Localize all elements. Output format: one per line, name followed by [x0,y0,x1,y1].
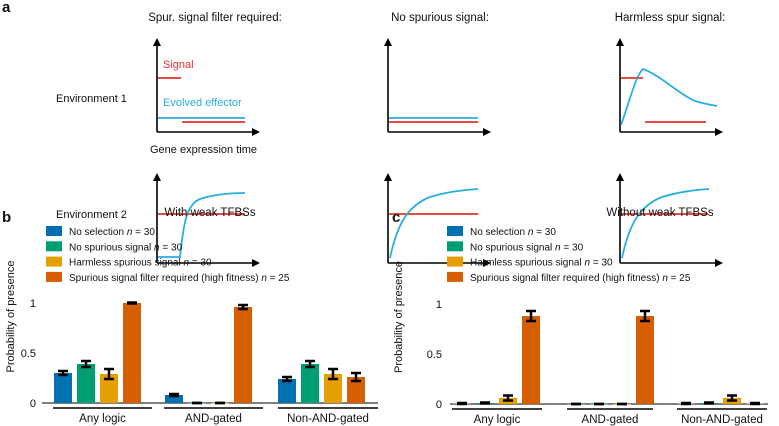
legend-entry: No spurious signal n = 30 [470,242,584,253]
bar-spurious-signal-filter-required-high-fitness--and-gated [636,316,654,404]
legend-swatch [447,256,463,267]
legend-n-value: = 25 [267,273,290,284]
column-title-no-spurious: No spurious signal: [391,12,489,24]
legend-entry: Harmless spurious signal n = 30 [69,258,212,269]
chart-title: Without weak TFBSs [606,207,713,219]
bar-spurious-signal-filter-required-high-fitness--any-logic [123,303,141,403]
bar-spurious-signal-filter-required-high-fitness--non-and-gated [347,377,365,403]
effector-curves [158,67,718,259]
legend-n-value: = 30 [590,258,613,269]
legend-label: Spurious signal filter required (high fi… [69,273,259,284]
y-axis-label: Probability of presence [5,261,17,373]
legend-entry: Harmless spurious signal n = 30 [470,258,613,269]
category-label: Any logic [474,414,521,426]
y-tick-label: 0 [30,398,36,410]
y-tick-label: 0.5 [21,348,36,360]
legend-label: Spurious signal filter required (high fi… [470,273,660,284]
signal-lines [158,77,708,215]
panel-label: b [2,209,11,226]
y-tick-label: 1 [30,298,36,310]
legend-n-symbol: n [154,242,160,253]
y-tick-label: 0 [436,399,442,411]
legend-label: No spurious signal [470,242,552,253]
effector-legend-label: Evolved effector [163,97,242,109]
legend-n-symbol: n [127,227,133,238]
legend-n-value: = 30 [561,242,584,253]
y-tick-label: 0.5 [427,349,442,361]
column-title-harmless: Harmless spur signal: [615,12,726,24]
row-label-env2: Environment 2 [56,209,127,221]
legend-swatch [46,226,62,236]
row-label-env1: Environment 1 [56,93,127,105]
bar-harmless-spurious-signal-any-logic [100,374,118,403]
legend-n-symbol: n [261,273,267,284]
signal-legend-label: Signal [163,59,194,71]
legend-label: Harmless spurious signal [69,258,181,269]
chart-title: With weak TFBSs [164,207,255,219]
legend-n-value: = 30 [189,258,212,269]
legend-entry: Spurious signal filter required (high fi… [69,273,290,284]
legend-swatch [46,241,62,252]
legend-label: No spurious signal [69,242,151,253]
xaxis-label-gene-expression-time: Gene expression time [150,144,257,156]
legend-n-symbol: n [585,258,591,269]
legend-label: No selection [69,227,124,238]
legend-swatch [46,256,62,267]
category-label: AND-gated [582,414,639,426]
panel-c-chart: c Without weak TFBSs Probability of presen… [392,207,768,426]
panel-a: a Spur. signal filter required: No spuri… [2,0,726,267]
y-tick-label: 1 [436,299,442,311]
legend-swatch [447,226,463,236]
category-label: AND-gated [185,413,242,425]
legend-n-value: = 30 [132,227,155,238]
legend-label: Harmless spurious signal [470,258,582,269]
bar-no-spurious-signal-any-logic [77,364,95,403]
column-title-filter-required: Spur. signal filter required: [148,12,282,24]
legend-swatch [447,271,463,282]
legend-label: No selection [470,227,525,238]
legend-swatch [447,241,463,252]
legend-n-symbol: n [662,273,668,284]
panel-b-chart: b With weak TFBSs Probability of presence 0… [2,207,378,425]
legend-entry: No selection n = 30 [69,227,155,238]
bar-no-spurious-signal-non-and-gated [301,364,319,403]
category-label: Non-AND-gated [287,413,369,425]
bar-spurious-signal-filter-required-high-fitness--any-logic [522,316,540,404]
legend-entry: Spurious signal filter required (high fi… [470,273,691,284]
legend-entry: No selection n = 30 [470,227,556,238]
legend-n-symbol: n [528,227,534,238]
legend-entry: No spurious signal n = 30 [69,242,183,253]
legend-n-symbol: n [184,258,190,269]
category-label: Non-AND-gated [681,414,763,426]
legend-n-value: = 25 [668,273,691,284]
legend-n-symbol: n [555,242,561,253]
bar-no-selection-non-and-gated [278,379,296,403]
legend-n-value: = 30 [160,242,183,253]
category-label: Any logic [79,413,126,425]
bar-no-selection-any-logic [54,373,72,403]
legend-swatch [46,271,62,282]
bar-harmless-spurious-signal-non-and-gated [324,374,342,403]
mini-axes [153,38,723,267]
panel-label: c [392,209,400,226]
bar-spurious-signal-filter-required-high-fitness--and-gated [234,307,252,403]
legend-n-value: = 30 [533,227,556,238]
panel-label-a: a [2,0,11,16]
y-axis-label: Probability of presence [393,261,405,373]
bar-no-selection-and-gated [165,395,183,403]
